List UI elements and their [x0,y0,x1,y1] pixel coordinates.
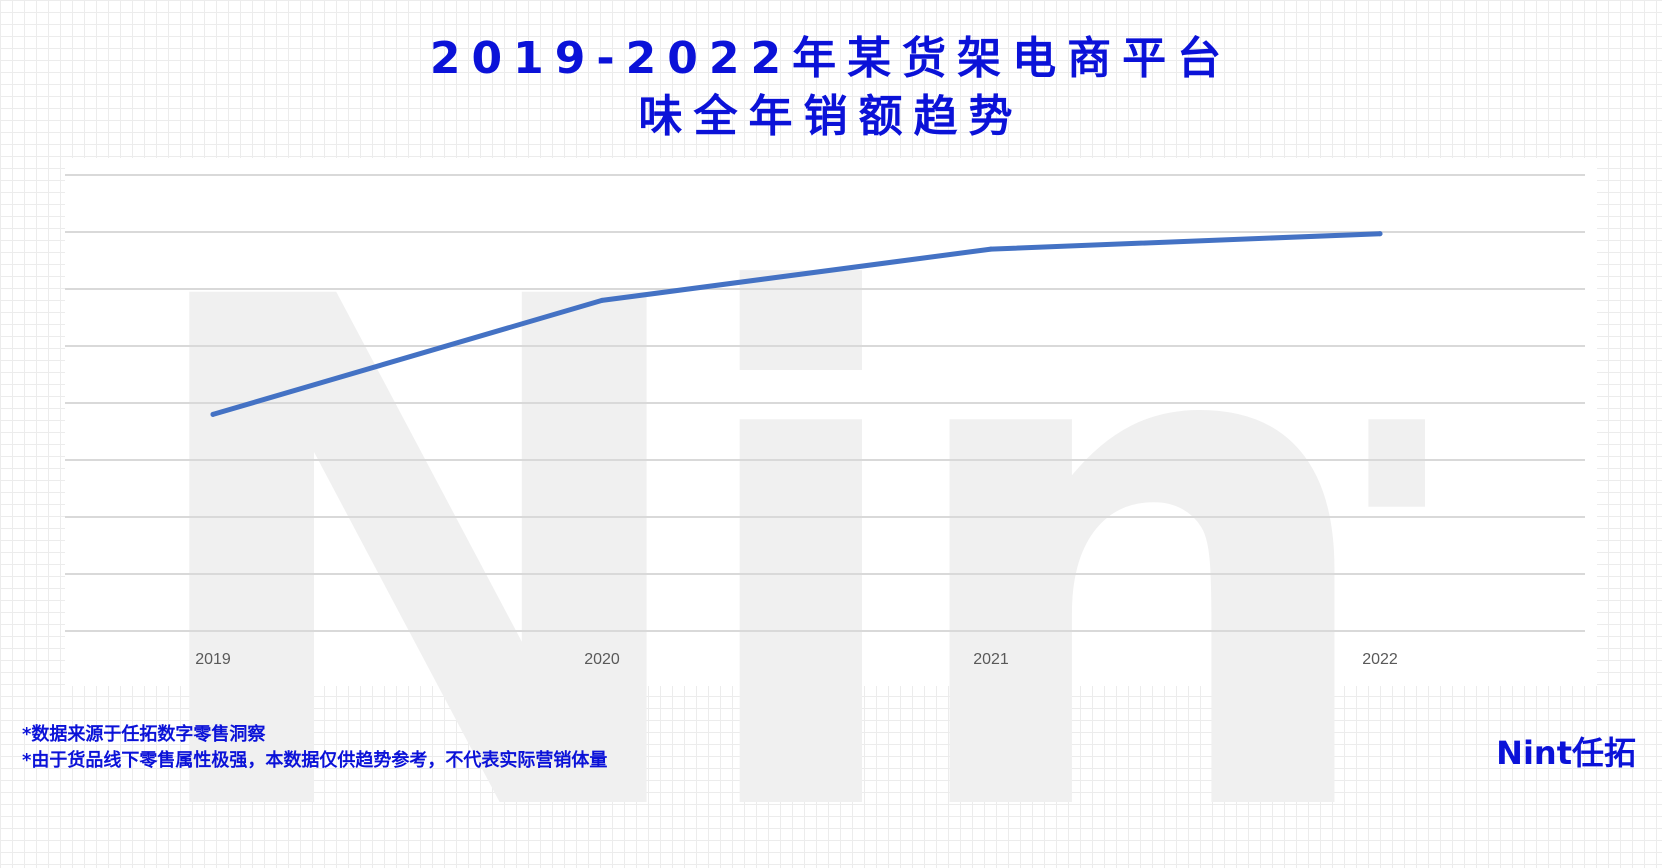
chart-title-line-2: 味全年销额趋势 [638,91,1024,142]
x-tick-label-2021: 2021 [973,651,1009,668]
chart-area: Nint 2019 2020 2021 2022 [65,158,1597,868]
x-tick-label-2019: 2019 [195,651,231,668]
x-tick-label-2020: 2020 [584,651,620,668]
x-tick-label-2022: 2022 [1362,651,1398,668]
data-point-2019 [210,411,216,417]
brand-logo: Nint任拓 [1496,734,1636,772]
line-chart: 2019 2020 2021 2022 [65,174,1585,668]
data-point-2020 [599,297,605,303]
source-note: *数据来源于任拓数字零售洞察 [22,724,266,745]
data-point-2022 [1377,231,1383,237]
chart-title: 2019-2022年某货架电商平台 味全年销额趋势 [0,30,1662,146]
footnotes: *数据来源于任拓数字零售洞察 *由于货品线下零售属性极强，本数据仅供趋势参考，不… [22,722,607,774]
series-line-0 [210,231,1383,417]
disclaimer-note: *由于货品线下零售属性极强，本数据仅供趋势参考，不代表实际营销体量 [22,750,608,771]
data-point-2021 [988,246,994,252]
watermark-logo: Nint [125,253,1425,868]
chart-title-line-1: 2019-2022年某货架电商平台 [429,33,1233,84]
